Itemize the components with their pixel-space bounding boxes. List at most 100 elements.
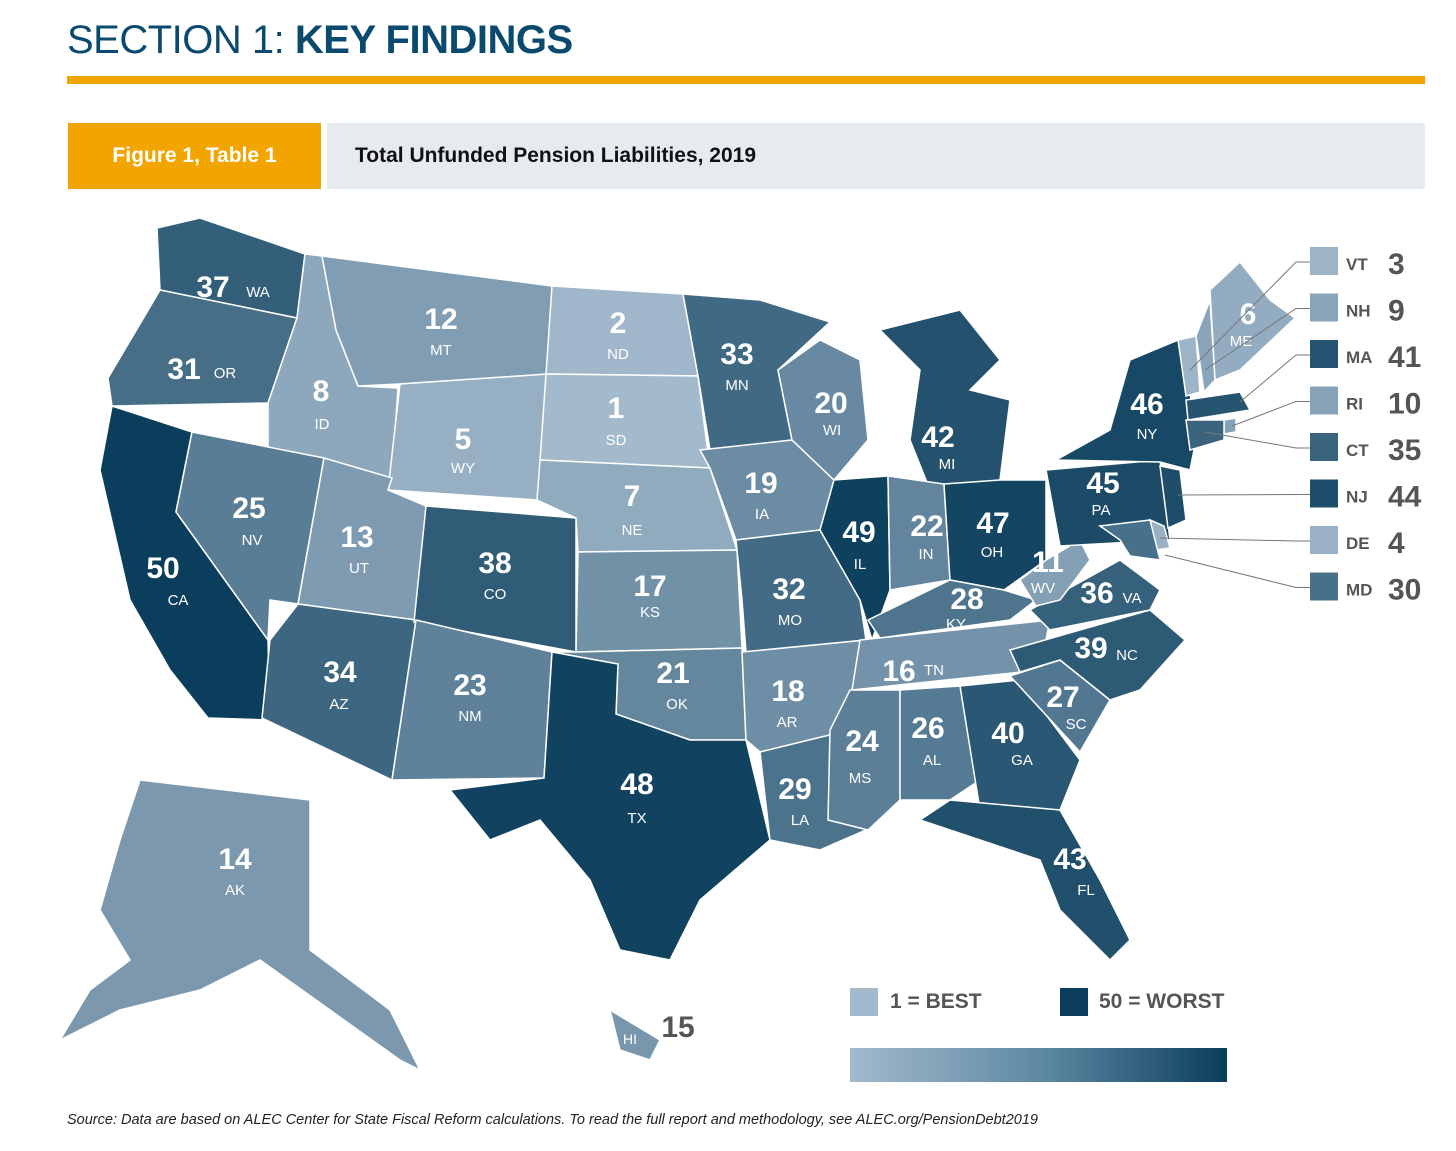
state-or xyxy=(107,289,298,407)
state-ky-abbr: KY xyxy=(946,616,966,633)
state-il-rank: 49 xyxy=(842,516,875,549)
state-pa-abbr: PA xyxy=(1092,502,1111,519)
state-vt xyxy=(1177,335,1201,397)
state-wv-rank: 11 xyxy=(1032,546,1064,579)
state-hi xyxy=(608,1008,661,1061)
state-va-abbr: VA xyxy=(1123,590,1142,607)
state-tn-abbr: TN xyxy=(924,662,944,679)
state-ms xyxy=(827,689,901,831)
state-mo-rank: 32 xyxy=(772,573,805,606)
state-ne-rank: 7 xyxy=(624,480,641,513)
color-scale-bar xyxy=(850,1048,1227,1082)
state-ia-abbr: IA xyxy=(755,506,769,523)
state-az-abbr: AZ xyxy=(329,696,348,713)
state-wi xyxy=(777,339,869,482)
callout-line-de xyxy=(1159,537,1310,542)
callout-rank-vt: 3 xyxy=(1388,248,1405,281)
callout-rank-nj: 44 xyxy=(1388,481,1422,514)
page-title: SECTION 1: KEY FINDINGS xyxy=(67,18,573,63)
callout-abbr-ma: MA xyxy=(1346,348,1372,367)
callout-swatch-md xyxy=(1310,572,1338,601)
state-ma xyxy=(1185,391,1252,421)
section-heading: KEY FINDINGS xyxy=(294,18,573,62)
worst-label: 50 = WORST xyxy=(1099,990,1225,1013)
state-id-abbr: ID xyxy=(315,416,330,433)
state-ok-abbr: OK xyxy=(666,696,688,713)
state-mo-abbr: MO xyxy=(778,612,802,629)
state-al-abbr: AL xyxy=(923,752,941,769)
callout-line-nh xyxy=(1204,308,1310,371)
state-ga xyxy=(959,679,1081,811)
state-oh-abbr: OH xyxy=(981,544,1004,561)
callout-rank-ct: 35 xyxy=(1388,434,1421,467)
callout-line-nj xyxy=(1177,494,1310,496)
state-id-rank: 8 xyxy=(313,375,330,408)
state-hi-abbr: HI xyxy=(623,1031,637,1047)
state-oh-rank: 47 xyxy=(976,507,1009,540)
state-mt-abbr: MT xyxy=(430,342,452,359)
state-ks-abbr: KS xyxy=(640,604,660,621)
state-ok-rank: 21 xyxy=(656,657,689,690)
state-fl-rank: 43 xyxy=(1053,843,1086,876)
state-nj xyxy=(1159,465,1187,530)
state-in-abbr: IN xyxy=(919,546,934,563)
state-nd-abbr: ND xyxy=(607,346,629,363)
state-pa-rank: 45 xyxy=(1086,467,1119,500)
state-ak-abbr: AK xyxy=(225,882,245,899)
state-or-rank: 31 xyxy=(167,353,200,386)
figure-title: Total Unfunded Pension Liabilities, 2019 xyxy=(327,123,1425,189)
callout-rank-de: 4 xyxy=(1388,527,1405,560)
callout-swatch-nj xyxy=(1310,479,1338,508)
state-or-abbr: OR xyxy=(214,365,237,382)
state-wi-abbr: WI xyxy=(823,422,841,439)
state-sd xyxy=(539,373,711,469)
state-me-abbr: ME xyxy=(1230,333,1253,350)
state-nv-rank: 25 xyxy=(232,492,265,525)
state-sd-rank: 1 xyxy=(608,392,625,425)
state-md xyxy=(1097,519,1161,561)
callout-swatch-vt xyxy=(1310,247,1338,275)
callout-abbr-ct: CT xyxy=(1346,441,1369,460)
state-tx-rank: 48 xyxy=(620,768,653,801)
state-mi-rank: 42 xyxy=(921,421,954,454)
state-wv-abbr: WV xyxy=(1031,580,1055,597)
worst-swatch xyxy=(1060,988,1088,1016)
state-ak xyxy=(58,779,422,1072)
callout-abbr-md: MD xyxy=(1346,581,1372,600)
state-mi-abbr: MI xyxy=(939,456,956,473)
state-wa-abbr: WA xyxy=(246,284,270,301)
state-mn-rank: 33 xyxy=(720,338,753,371)
state-la-rank: 29 xyxy=(778,773,811,806)
callout-rank-ma: 41 xyxy=(1388,341,1421,374)
state-ri xyxy=(1223,417,1237,435)
callout-swatch-nh xyxy=(1310,293,1338,322)
state-ne-abbr: NE xyxy=(622,522,643,539)
best-swatch xyxy=(850,988,878,1016)
state-ms-rank: 24 xyxy=(845,725,879,758)
state-wy-abbr: WY xyxy=(451,460,475,477)
state-ia-rank: 19 xyxy=(744,467,777,500)
state-tn-rank: 16 xyxy=(882,655,915,688)
state-tx-abbr: TX xyxy=(627,810,646,827)
state-mi xyxy=(878,309,1011,491)
state-la-abbr: LA xyxy=(791,812,809,829)
callout-swatch-ma xyxy=(1310,340,1338,368)
callout-rank-nh: 9 xyxy=(1388,295,1405,328)
state-ky-rank: 28 xyxy=(950,583,983,616)
state-in-rank: 22 xyxy=(910,510,943,543)
state-ms-abbr: MS xyxy=(849,770,872,787)
state-nd-rank: 2 xyxy=(610,307,627,340)
state-hi-rank: 15 xyxy=(661,1011,694,1044)
state-wa-rank: 37 xyxy=(196,271,229,304)
callout-abbr-nj: NJ xyxy=(1346,488,1368,507)
state-il-abbr: IL xyxy=(854,556,867,573)
state-az-rank: 34 xyxy=(323,656,357,689)
state-mn-abbr: MN xyxy=(725,377,748,394)
section-label: SECTION 1: xyxy=(67,18,295,62)
state-nv-abbr: NV xyxy=(242,532,263,549)
state-al xyxy=(899,685,981,801)
source-note: Source: Data are based on ALEC Center fo… xyxy=(67,1112,1038,1128)
state-ny-abbr: NY xyxy=(1137,426,1158,443)
state-sc-rank: 27 xyxy=(1046,681,1079,714)
